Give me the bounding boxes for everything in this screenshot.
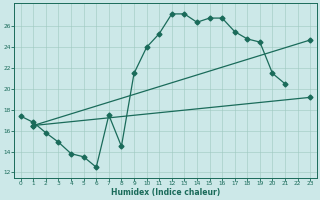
X-axis label: Humidex (Indice chaleur): Humidex (Indice chaleur) bbox=[111, 188, 220, 197]
